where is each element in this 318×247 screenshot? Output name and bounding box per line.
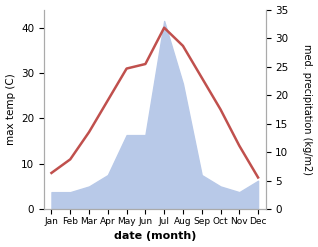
Y-axis label: med. precipitation (kg/m2): med. precipitation (kg/m2): [302, 44, 313, 175]
X-axis label: date (month): date (month): [114, 231, 196, 242]
Y-axis label: max temp (C): max temp (C): [5, 74, 16, 145]
